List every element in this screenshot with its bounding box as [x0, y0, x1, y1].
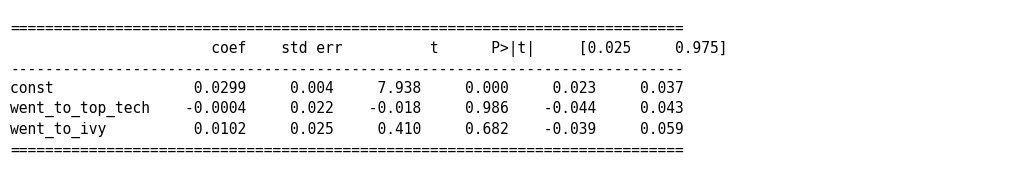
Text: =============================================================================
  : ========================================…: [10, 21, 728, 158]
